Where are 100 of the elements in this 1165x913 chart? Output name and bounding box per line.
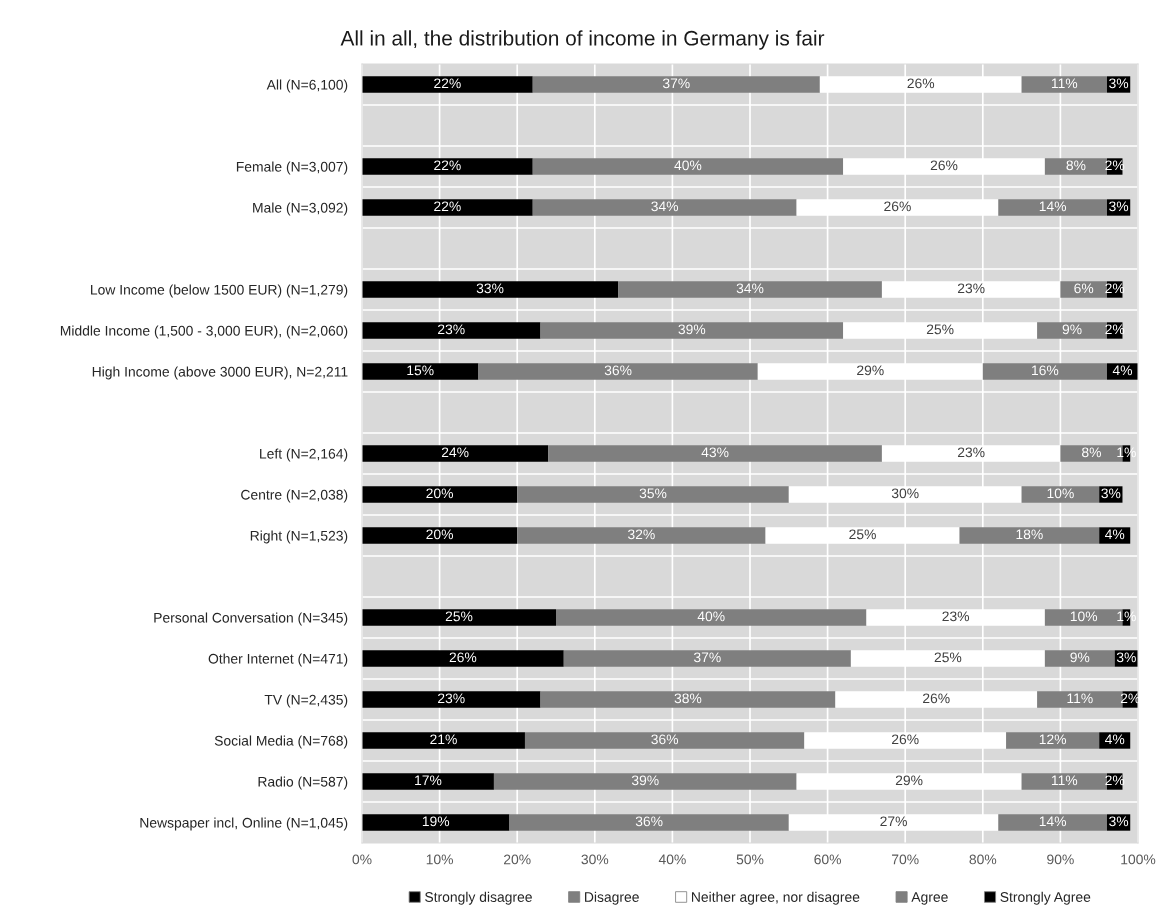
data-label: 40% xyxy=(674,160,702,171)
legend-label: Strongly Agree xyxy=(1000,891,1091,905)
data-label: 16% xyxy=(1032,365,1059,376)
data-label: 3% xyxy=(1109,78,1129,89)
y-tick-label: Social Media (N=768) xyxy=(214,735,348,749)
data-label: 40% xyxy=(697,611,725,622)
chart-title: All in all, the distribution of income in Germany is fair xyxy=(340,30,825,50)
data-label: 10% xyxy=(1070,611,1098,622)
data-label: 15% xyxy=(407,365,434,376)
data-label: 39% xyxy=(678,324,706,335)
data-label: 3% xyxy=(1101,488,1121,499)
data-label: 26% xyxy=(884,201,911,212)
y-tick-label: Other Internet (N=471) xyxy=(208,653,348,667)
data-label: 38% xyxy=(674,693,702,704)
legend-label: Neither agree, nor disagree xyxy=(691,891,860,905)
x-tick-label: 0% xyxy=(352,854,372,865)
y-tick-label: High Income (above 3000 EUR), N=2,211 xyxy=(92,366,348,380)
data-label: 3% xyxy=(1109,816,1129,827)
data-label: 9% xyxy=(1062,324,1082,335)
y-tick-label: Female (N=3,007) xyxy=(236,161,348,175)
y-tick-label: Male (N=3,092) xyxy=(253,202,348,216)
data-label: 32% xyxy=(627,529,655,540)
data-label: 24% xyxy=(441,447,469,458)
data-label: 8% xyxy=(1066,160,1086,171)
data-label: 37% xyxy=(662,78,690,89)
data-label: 11% xyxy=(1067,693,1093,704)
y-tick-label: Personal Conversation (N=345) xyxy=(154,612,348,626)
legend-label: Disagree xyxy=(585,891,639,905)
x-tick-label: 10% xyxy=(426,854,454,865)
x-tick-label: 40% xyxy=(658,854,686,865)
x-tick-label: 30% xyxy=(581,854,609,865)
y-tick-label: Radio (N=587) xyxy=(258,776,348,790)
data-label: 26% xyxy=(449,652,477,663)
data-label: 23% xyxy=(438,324,465,335)
x-tick-label: 70% xyxy=(892,854,919,865)
y-tick-label: Low Income (below 1500 EUR) (N=1,279) xyxy=(91,284,348,298)
data-label: 37% xyxy=(693,652,721,663)
data-label: 4% xyxy=(1105,734,1125,745)
data-label: 36% xyxy=(635,816,663,827)
data-label: 23% xyxy=(942,611,970,622)
data-label: 1% xyxy=(1117,447,1136,458)
legend-label: Strongly disagree xyxy=(425,891,532,905)
data-label: 10% xyxy=(1047,488,1074,499)
data-label: 6% xyxy=(1074,283,1094,294)
data-label: 21% xyxy=(430,734,457,745)
data-label: 22% xyxy=(434,201,461,212)
y-tick-label: Centre (N=2,038) xyxy=(241,489,348,503)
data-label: 26% xyxy=(907,78,935,89)
data-label: 35% xyxy=(639,488,667,499)
data-label: 4% xyxy=(1112,365,1133,376)
data-label: 26% xyxy=(892,734,919,745)
data-label: 30% xyxy=(891,488,919,499)
data-label: 14% xyxy=(1039,816,1067,827)
data-label: 1% xyxy=(1117,611,1136,622)
data-label: 25% xyxy=(934,652,962,663)
data-label: 25% xyxy=(926,324,954,335)
data-label: 17% xyxy=(415,775,442,786)
y-tick-label: Right (N=1,523) xyxy=(250,530,348,544)
y-tick-label: All (N=6,100) xyxy=(266,79,348,93)
data-label: 8% xyxy=(1082,447,1101,458)
data-label: 33% xyxy=(476,283,504,294)
data-label: 43% xyxy=(701,447,729,458)
y-tick-label: Middle Income (1,500 - 3,000 EUR), (N=2,060) xyxy=(60,325,348,339)
data-label: 29% xyxy=(895,775,923,786)
data-label: 23% xyxy=(957,447,985,458)
data-label: 25% xyxy=(849,529,876,540)
data-label: 23% xyxy=(438,693,465,704)
data-label: 20% xyxy=(426,488,454,499)
data-label: 26% xyxy=(930,160,958,171)
y-tick-label: TV (N=2,435) xyxy=(264,694,348,708)
data-label: 19% xyxy=(422,816,450,827)
data-label: 34% xyxy=(651,201,679,212)
data-label: 36% xyxy=(604,365,632,376)
data-label: 3% xyxy=(1116,652,1136,663)
data-label: 29% xyxy=(857,365,884,376)
data-label: 18% xyxy=(1016,529,1043,540)
data-label: 4% xyxy=(1105,529,1125,540)
x-tick-label: 60% xyxy=(814,854,842,865)
data-label: 12% xyxy=(1039,734,1067,745)
x-tick-label: 100% xyxy=(1121,854,1156,865)
x-tick-label: 50% xyxy=(736,854,764,865)
x-tick-label: 80% xyxy=(969,854,997,865)
y-tick-label: Newspaper incl, Online (N=1,045) xyxy=(140,817,348,831)
data-label: 26% xyxy=(923,693,950,704)
data-label: 34% xyxy=(736,283,764,294)
data-label: 11% xyxy=(1051,78,1078,89)
data-label: 22% xyxy=(434,160,461,171)
data-label: 14% xyxy=(1039,201,1067,212)
x-tick-label: 20% xyxy=(504,854,531,865)
data-label: 11% xyxy=(1051,775,1078,786)
data-label: 9% xyxy=(1070,652,1090,663)
data-label: 20% xyxy=(426,529,454,540)
x-tick-label: 90% xyxy=(1047,854,1074,865)
data-label: 23% xyxy=(957,283,985,294)
data-label: 36% xyxy=(651,734,679,745)
y-tick-label: Left (N=2,164) xyxy=(260,448,348,462)
data-label: 39% xyxy=(631,775,659,786)
data-label: 27% xyxy=(880,816,907,827)
data-label: 22% xyxy=(434,78,461,89)
data-label: 3% xyxy=(1109,201,1129,212)
